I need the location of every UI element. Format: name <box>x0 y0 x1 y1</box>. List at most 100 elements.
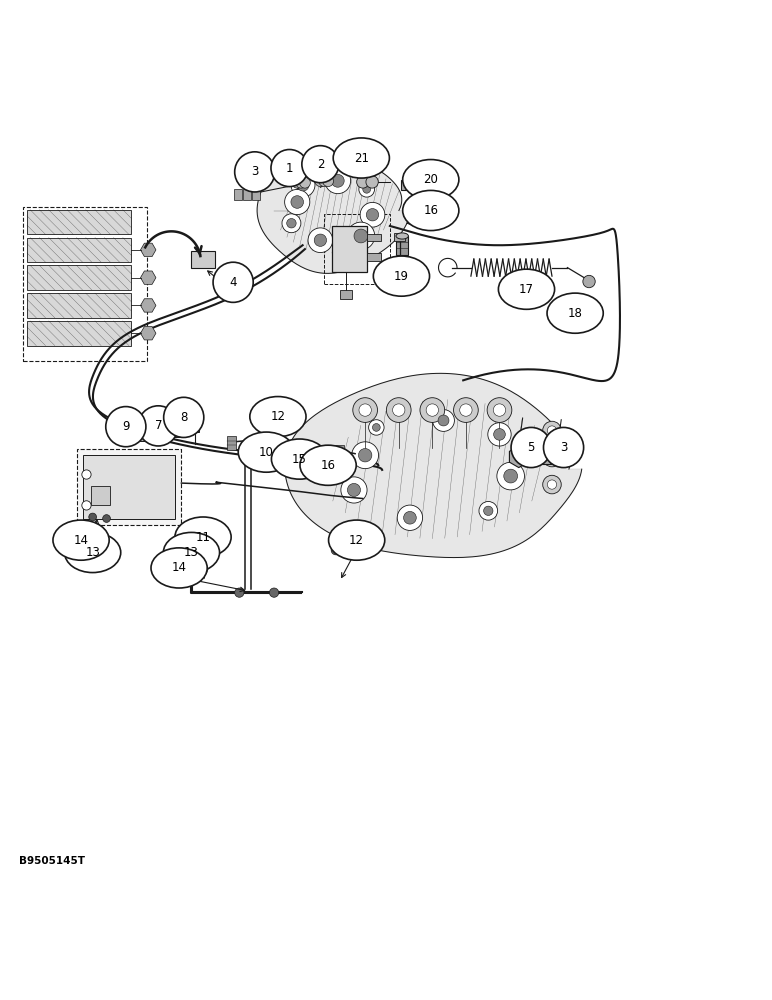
Bar <box>27 210 131 234</box>
Circle shape <box>543 475 561 494</box>
Polygon shape <box>141 243 156 257</box>
Bar <box>396 236 408 255</box>
Circle shape <box>360 202 385 227</box>
Circle shape <box>483 506 493 515</box>
Bar <box>542 452 571 464</box>
Bar <box>191 415 199 432</box>
Circle shape <box>314 234 327 246</box>
Text: 12: 12 <box>349 534 364 547</box>
Bar <box>252 189 260 200</box>
Circle shape <box>366 209 379 221</box>
Text: 12: 12 <box>270 410 286 423</box>
Text: 21: 21 <box>354 152 369 165</box>
Bar <box>23 207 147 361</box>
Bar <box>83 455 175 519</box>
Bar <box>243 189 251 200</box>
Text: 13: 13 <box>85 546 100 559</box>
Bar <box>335 445 344 459</box>
Bar <box>91 486 110 505</box>
Bar <box>137 434 161 441</box>
Circle shape <box>282 214 301 233</box>
Ellipse shape <box>239 432 294 472</box>
Text: 14: 14 <box>171 561 187 574</box>
Text: 9: 9 <box>122 420 130 433</box>
Circle shape <box>547 426 557 435</box>
Circle shape <box>497 462 524 490</box>
Circle shape <box>82 501 91 510</box>
Circle shape <box>543 427 584 468</box>
Circle shape <box>438 415 449 426</box>
Circle shape <box>543 448 561 467</box>
Text: 7: 7 <box>154 419 162 432</box>
Circle shape <box>493 429 506 440</box>
Text: 11: 11 <box>195 531 211 544</box>
Circle shape <box>89 513 96 521</box>
Circle shape <box>493 404 506 416</box>
Text: 19: 19 <box>394 270 409 283</box>
Text: 16: 16 <box>320 459 336 472</box>
Ellipse shape <box>300 445 356 485</box>
Ellipse shape <box>403 160 459 200</box>
Bar <box>394 233 405 241</box>
Bar <box>332 226 367 272</box>
Bar <box>27 238 131 262</box>
Polygon shape <box>141 271 156 284</box>
Circle shape <box>325 168 350 194</box>
Text: 3: 3 <box>251 165 259 178</box>
Circle shape <box>366 176 378 188</box>
Circle shape <box>487 398 512 422</box>
Ellipse shape <box>53 520 109 560</box>
Circle shape <box>235 152 275 192</box>
Circle shape <box>460 404 472 416</box>
Circle shape <box>323 176 334 187</box>
Circle shape <box>368 420 384 435</box>
Bar <box>77 449 181 525</box>
Circle shape <box>291 196 303 208</box>
Text: 8: 8 <box>180 411 188 424</box>
Text: 17: 17 <box>519 283 534 296</box>
Circle shape <box>300 177 310 188</box>
Circle shape <box>479 501 498 520</box>
Circle shape <box>359 181 374 197</box>
Ellipse shape <box>272 439 327 479</box>
Circle shape <box>547 480 557 489</box>
Bar <box>168 427 185 437</box>
Circle shape <box>347 222 374 250</box>
Circle shape <box>372 424 381 431</box>
Text: B9505145T: B9505145T <box>19 856 85 866</box>
Ellipse shape <box>547 293 603 333</box>
Bar <box>27 321 131 346</box>
Bar <box>227 436 236 450</box>
Circle shape <box>386 398 411 422</box>
Ellipse shape <box>396 233 408 239</box>
Text: 4: 4 <box>229 276 237 289</box>
Circle shape <box>213 262 253 302</box>
Circle shape <box>488 423 511 446</box>
Circle shape <box>271 150 308 187</box>
Circle shape <box>358 449 372 462</box>
Polygon shape <box>510 446 528 468</box>
Text: 3: 3 <box>560 441 567 454</box>
Circle shape <box>331 546 340 555</box>
Text: 13: 13 <box>184 546 199 559</box>
Bar <box>191 251 215 268</box>
Bar <box>367 234 381 241</box>
Text: 2: 2 <box>317 158 324 171</box>
Circle shape <box>420 398 445 422</box>
Circle shape <box>138 406 178 446</box>
Circle shape <box>354 229 367 243</box>
Polygon shape <box>257 157 411 273</box>
Circle shape <box>453 398 478 422</box>
Text: 18: 18 <box>567 307 583 320</box>
Text: 14: 14 <box>73 534 89 547</box>
Ellipse shape <box>164 532 219 573</box>
Bar <box>27 293 131 318</box>
Circle shape <box>82 470 91 479</box>
Bar <box>300 441 310 454</box>
Circle shape <box>292 177 303 188</box>
Circle shape <box>308 228 333 253</box>
Ellipse shape <box>334 138 389 178</box>
Bar <box>401 180 425 190</box>
Circle shape <box>543 421 561 440</box>
Circle shape <box>432 410 455 431</box>
